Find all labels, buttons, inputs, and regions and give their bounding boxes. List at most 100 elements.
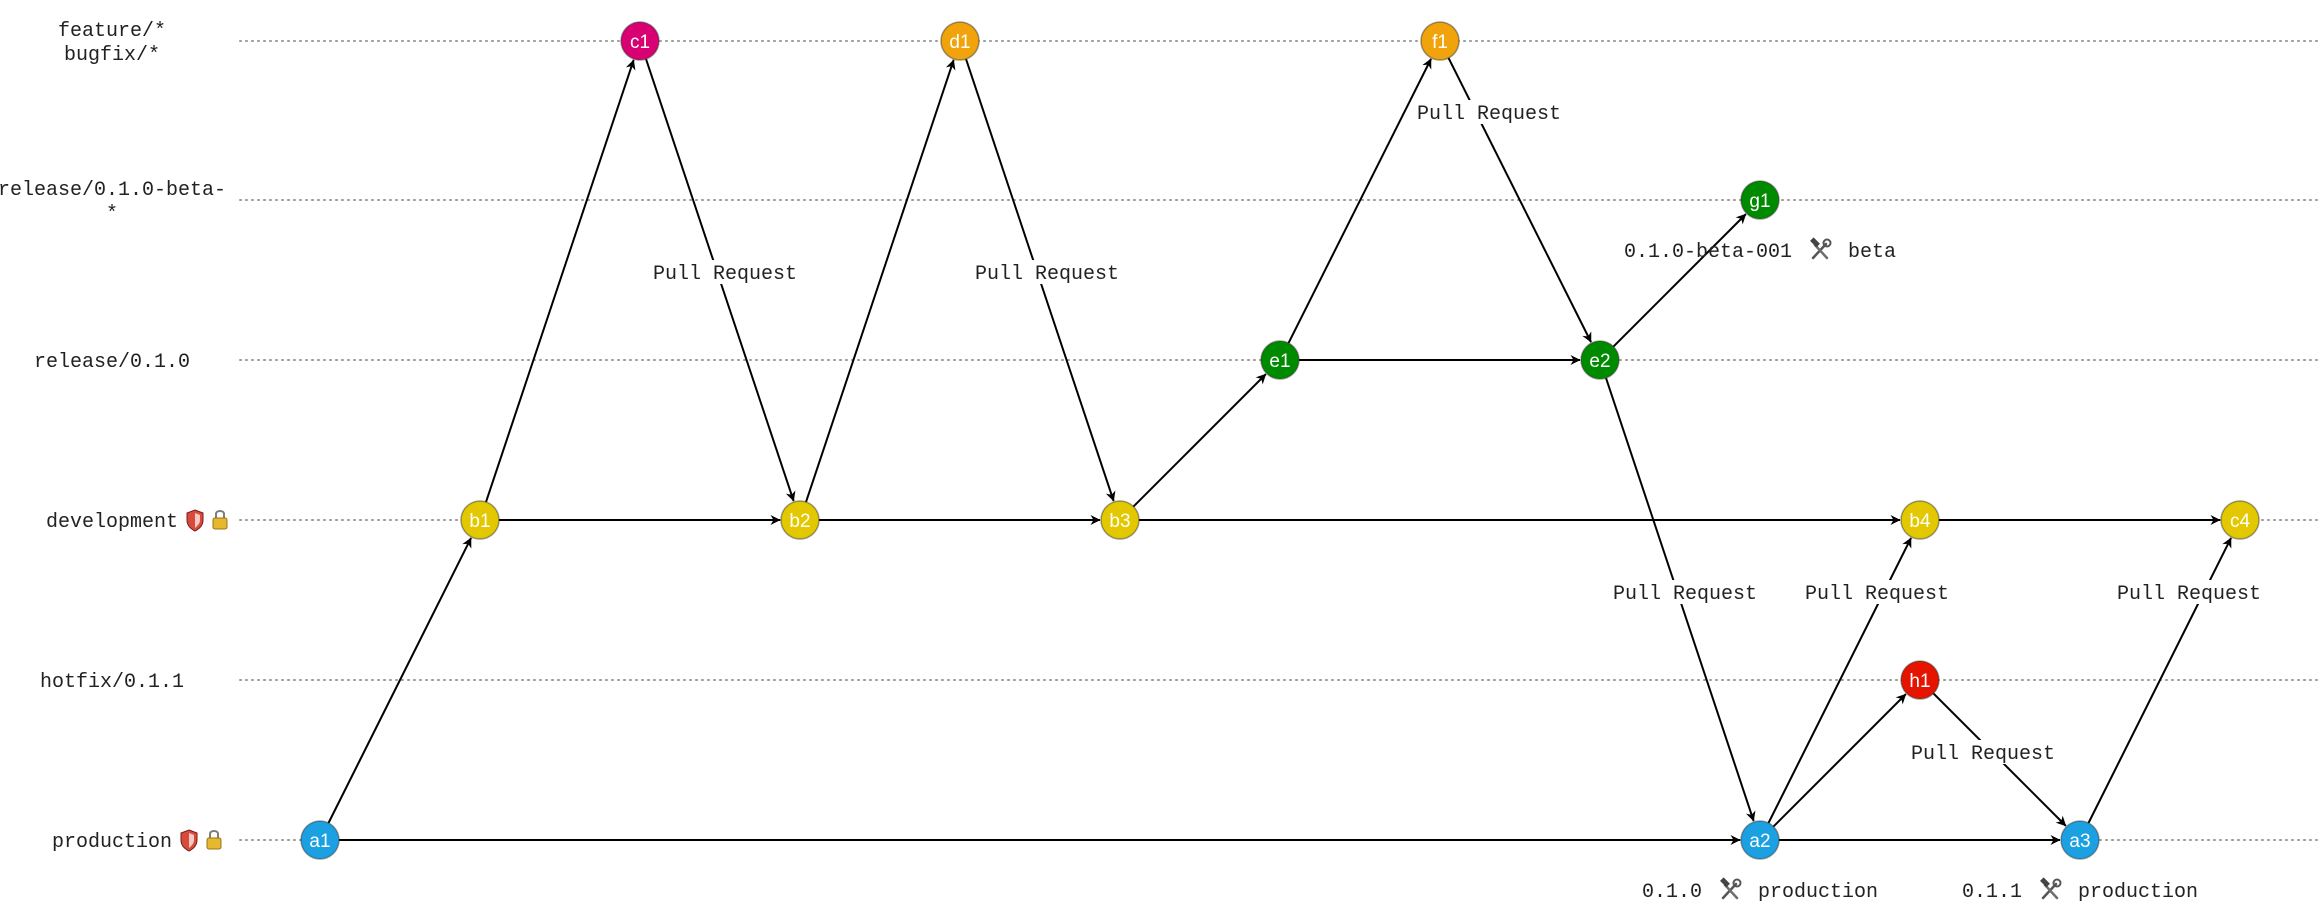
commit-label: c4 [2230, 511, 2251, 532]
edge-b2-d1 [805, 59, 956, 503]
commit-circle [620, 21, 660, 61]
edge-label-background [970, 260, 1124, 284]
commit-circle [1580, 340, 1620, 380]
shield-icon [180, 829, 198, 852]
edge-label-background [648, 260, 802, 284]
commit-node-a1: a1 [300, 820, 340, 860]
commit-label: b1 [469, 511, 490, 532]
edge-b1-c1 [485, 59, 636, 503]
tag-environment: beta [1848, 241, 1896, 264]
commit-circle [1740, 820, 1780, 860]
lane-label-text: feature/* [58, 20, 166, 43]
pull-request-label: Pull Request [975, 263, 1119, 286]
edge-label-background [1412, 100, 1566, 124]
commit-circle [1740, 180, 1780, 220]
pull-request-label: Pull Request [1613, 583, 1757, 606]
hammer-wrench-icon [1720, 877, 1742, 900]
lane-label-text: bugfix/* [64, 44, 160, 67]
commit-label: e1 [1269, 351, 1290, 372]
commit-node-a3: a3 [2060, 820, 2100, 860]
commit-circle [460, 500, 500, 540]
lane-label-text: development [46, 511, 178, 534]
pull-request-label: Pull Request [653, 263, 797, 286]
commit-node-b4: b4 [1900, 500, 1940, 540]
commit-label: b4 [1909, 511, 1931, 532]
edge-labels: Pull Request Pull Request Pull Request Pull… [648, 100, 2266, 766]
commit-circle [2220, 500, 2260, 540]
commit-circle [940, 21, 980, 61]
edge-a2-h1 [1772, 693, 1907, 828]
commit-label: h1 [1909, 671, 1930, 692]
commit-node-a2: a2 [1740, 820, 1780, 860]
lane-label-feature: feature/*bugfix/* [58, 20, 166, 67]
commit-nodes: a1 b1 c1 b2 d1 b3 e1 f1 e2 g1 a2 h1 b4 a3 c4 [300, 21, 2260, 860]
lane-label-text: release/0.1.0 [34, 351, 190, 374]
lane-label-text: production [52, 831, 172, 854]
tag-version: 0.1.0 [1642, 881, 1702, 904]
lane-label-release_beta: release/0.1.0-beta-* [0, 179, 226, 226]
lane-label-development: development [46, 509, 228, 534]
lane-label-production: production [52, 829, 222, 854]
commit-label: a2 [1749, 831, 1770, 852]
edge-e2-g1 [1612, 213, 1747, 348]
commit-node-b3: b3 [1100, 500, 1140, 540]
commit-node-e2: e2 [1580, 340, 1620, 380]
lane-label-hotfix: hotfix/0.1.1 [40, 671, 184, 694]
commit-node-f1: f1 [1420, 21, 1460, 61]
lane-lines: feature/*bugfix/*release/0.1.0-beta-*rel… [0, 20, 2321, 854]
edge-label-background [2112, 580, 2266, 604]
tag-environment: production [1758, 881, 1878, 904]
commit-circle [2060, 820, 2100, 860]
commit-node-c4: c4 [2220, 500, 2260, 540]
commit-label: a1 [309, 831, 330, 852]
release-tags: 0.1.0-beta-001 beta 0.1.0 production 0.1.1 pr… [1624, 237, 2198, 904]
commit-circle [1420, 21, 1460, 61]
commit-label: b3 [1109, 511, 1130, 532]
pull-request-label: Pull Request [1417, 103, 1561, 126]
lane-label-text: release/0.1.0-beta- [0, 179, 226, 202]
hammer-wrench-icon [2040, 877, 2062, 900]
pull-request-label: Pull Request [1911, 743, 2055, 766]
tag-version: 0.1.1 [1962, 881, 2022, 904]
release-tag-a2: 0.1.0 production [1642, 877, 1878, 904]
commit-label: e2 [1589, 351, 1610, 372]
edge-b3-e1 [1132, 373, 1267, 508]
commit-node-g1: g1 [1740, 180, 1780, 220]
lock-icon [212, 510, 228, 530]
commit-node-b1: b1 [460, 500, 500, 540]
edges [327, 57, 2232, 845]
commit-node-e1: e1 [1260, 340, 1300, 380]
pull-request-label: Pull Request [1805, 583, 1949, 606]
commit-node-b2: b2 [780, 500, 820, 540]
commit-circle [1900, 660, 1940, 700]
commit-node-d1: d1 [940, 21, 980, 61]
release-tag-a3: 0.1.1 production [1962, 877, 2198, 904]
commit-circle [1900, 500, 1940, 540]
lane-label-text: * [106, 203, 118, 226]
shield-icon [186, 509, 204, 532]
commit-circle [780, 500, 820, 540]
lane-label-text: hotfix/0.1.1 [40, 671, 184, 694]
hammer-wrench-icon [1810, 237, 1832, 260]
commit-label: b2 [789, 511, 810, 532]
release-tag-g1: 0.1.0-beta-001 beta [1624, 237, 1896, 264]
tag-version: 0.1.0-beta-001 [1624, 241, 1792, 264]
edge-label-background [1906, 740, 2060, 764]
commit-circle [1100, 500, 1140, 540]
commit-label: d1 [949, 32, 970, 53]
tag-environment: production [2078, 881, 2198, 904]
commit-label: c1 [630, 32, 650, 53]
edge-label-background [1608, 580, 1762, 604]
pull-request-label: Pull Request [2117, 583, 2261, 606]
lane-label-release: release/0.1.0 [34, 351, 190, 374]
commit-label: g1 [1749, 191, 1770, 212]
commit-node-h1: h1 [1900, 660, 1940, 700]
commit-circle [300, 820, 340, 860]
commit-node-c1: c1 [620, 21, 660, 61]
edge-label-background [1800, 580, 1954, 604]
edge-a1-b1 [327, 537, 472, 824]
commit-circle [1260, 340, 1300, 380]
lock-icon [206, 830, 222, 850]
commit-label: a3 [2069, 831, 2090, 852]
